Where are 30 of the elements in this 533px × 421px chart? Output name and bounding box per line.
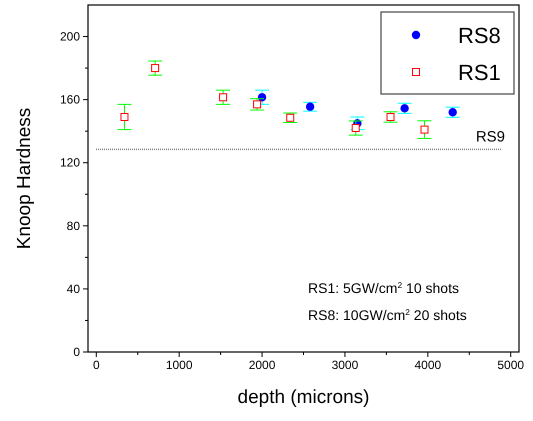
legend-label: RS8 (458, 23, 501, 48)
annotation: RS8: 10GW/cm$^{2}$ 20 shots (308, 307, 467, 323)
y-tick-label: 160 (60, 92, 80, 107)
point (400, 104, 409, 113)
point (219, 93, 228, 102)
y-tick-label: 80 (66, 218, 80, 233)
legend-label: RS1 (458, 60, 501, 85)
x-tick-label: 1000 (166, 358, 193, 372)
point (352, 124, 360, 132)
point (253, 100, 262, 108)
y-axis-title: Knoop Hardness (14, 108, 35, 250)
y-tick-label: 0 (73, 345, 80, 359)
point (286, 114, 294, 122)
point (120, 112, 128, 121)
point (420, 126, 429, 134)
x-tick-label: 5000 (497, 358, 524, 372)
ref-line-label: RS9 (476, 128, 505, 146)
point (306, 102, 314, 111)
x-tick-label: 0 (92, 358, 100, 372)
point (151, 64, 160, 72)
annotation: RS1: 5GW/cm$^{2}$ 10 shots (308, 280, 459, 296)
x-tick-label: 2000 (248, 358, 276, 372)
point (448, 108, 457, 116)
x-tick-label: 4000 (414, 358, 442, 372)
point (386, 112, 395, 121)
x-axis-title: depth (microns) (238, 387, 370, 408)
y-tick-label: 200 (60, 30, 80, 44)
x-tick-label: 3000 (332, 358, 359, 372)
y-tick-label: 120 (60, 156, 80, 170)
y-tick-label: 40 (66, 282, 80, 296)
